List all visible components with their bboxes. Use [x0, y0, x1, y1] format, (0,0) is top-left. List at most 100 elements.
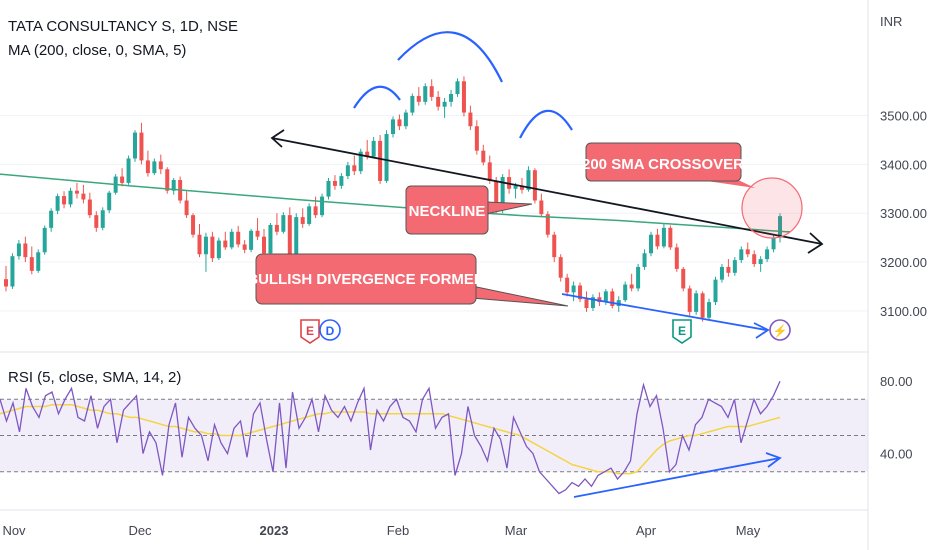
candle-body: [307, 206, 312, 224]
candle-body: [274, 224, 279, 232]
candle-body: [191, 215, 196, 235]
sma-crossover-label: 200 SMA CROSSOVER: [582, 156, 744, 173]
candle-body: [36, 252, 41, 271]
candle-body: [287, 215, 292, 260]
left-shoulder-arc: [353, 85, 401, 109]
candle-body: [603, 291, 608, 303]
marker-letter: E: [306, 324, 314, 338]
candle-body: [449, 93, 454, 102]
candle-body: [107, 192, 112, 211]
candle-body: [236, 231, 241, 245]
neckline-arrow-left: [270, 129, 285, 148]
candle-body: [649, 234, 653, 254]
candle-body: [358, 151, 363, 172]
marker-letter: ⚡: [773, 324, 788, 338]
right-shoulder-arc: [519, 109, 573, 139]
rsi-divergence-line: [573, 457, 781, 498]
candle-body: [694, 293, 699, 312]
candle-body: [378, 140, 383, 181]
candle-body: [87, 199, 92, 216]
neckline-trendline: [271, 137, 823, 245]
candle-body: [152, 161, 157, 174]
candle-body: [120, 176, 125, 183]
time-tick-label: May: [736, 523, 761, 538]
marker-letter: E: [678, 324, 686, 338]
candle-body: [468, 112, 473, 127]
candle-body: [242, 244, 247, 250]
candle-body: [410, 95, 415, 113]
candle-body: [403, 112, 408, 127]
price-divergence-arrow: [753, 322, 770, 339]
rsi-line: [0, 380, 781, 495]
rsi-divergence-arrow: [765, 452, 782, 468]
candle-body: [578, 285, 583, 300]
chart-title: TATA CONSULTANCY S, 1D, NSE: [8, 18, 238, 35]
candle-body: [545, 214, 550, 235]
time-tick-label: Mar: [505, 523, 528, 538]
neckline-label: NECKLINE: [409, 203, 486, 220]
candle-body: [726, 266, 731, 273]
candle-body: [332, 180, 337, 186]
candle-body: [126, 158, 131, 183]
marker-badge: [319, 319, 341, 341]
candle-body: [352, 165, 357, 172]
candle-body: [713, 279, 718, 303]
candle-body: [616, 300, 621, 307]
candle-body: [681, 268, 686, 289]
candle-body: [133, 132, 137, 159]
candle-body: [455, 81, 460, 94]
candle-body: [249, 230, 254, 250]
rsi-tick-label: 80.00: [880, 374, 913, 389]
candle-body: [597, 297, 602, 303]
candle-body: [165, 169, 170, 191]
candle-body: [687, 288, 692, 312]
candle-body: [500, 177, 505, 211]
candle-body: [158, 161, 163, 170]
candle-body: [416, 95, 421, 102]
candle-body: [68, 190, 73, 205]
candle-body: [532, 170, 537, 201]
candle-body: [203, 236, 208, 255]
candle-body: [216, 240, 221, 259]
candle-body: [145, 160, 150, 174]
candle-body: [584, 299, 589, 308]
neckline-callout-pointer: [485, 201, 533, 215]
candle-body: [778, 216, 782, 238]
candle-body: [294, 217, 299, 260]
candle-body: [700, 293, 705, 318]
candle-body: [513, 185, 518, 189]
candle-body: [210, 236, 215, 259]
candle-body: [10, 256, 15, 287]
rsi-legend: RSI (5, close, SMA, 14, 2): [8, 369, 181, 386]
candle-body: [668, 227, 673, 248]
candle-body: [636, 266, 641, 289]
price-tick-label: 3100.00: [880, 304, 927, 319]
marker-letter: D: [326, 324, 335, 338]
candle-body: [487, 162, 492, 181]
candle-body: [339, 176, 344, 186]
marker-badge: [300, 319, 320, 344]
candle-body: [223, 240, 228, 248]
crossover-highlight-circle: [741, 177, 803, 239]
price-tick-label: 3400.00: [880, 157, 927, 172]
marker-badge: [672, 319, 692, 344]
candle-body: [320, 196, 325, 216]
candlestick-series: [4, 76, 782, 322]
candle-body: [739, 249, 744, 261]
candle-body: [397, 119, 402, 127]
candle-body: [300, 217, 305, 224]
candle-body: [62, 196, 67, 205]
time-tick-label: Apr: [636, 523, 657, 538]
candle-body: [345, 165, 350, 177]
candle-body: [719, 266, 724, 280]
neckline-callout: NECKLINE: [405, 185, 489, 235]
candle-body: [29, 257, 34, 271]
neckline-arrow-right: [807, 232, 824, 254]
candle-body: [423, 86, 428, 102]
candle-body: [745, 249, 750, 255]
candle-body: [771, 237, 776, 250]
candle-body: [184, 200, 189, 216]
candle-body: [326, 180, 331, 197]
ma-legend: MA (200, close, 0, SMA, 5): [8, 42, 186, 59]
candle-body: [520, 185, 524, 190]
